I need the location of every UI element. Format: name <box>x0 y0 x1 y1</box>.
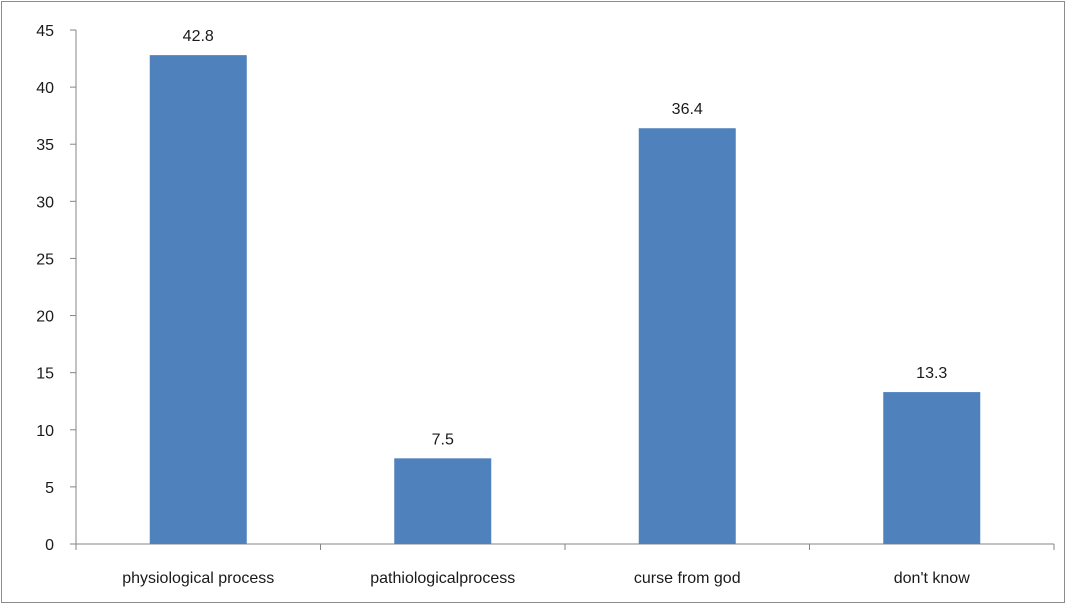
x-category-label: curse from god <box>634 570 741 587</box>
bar <box>883 392 981 544</box>
y-tick-label: 5 <box>45 480 54 497</box>
data-label: 13.3 <box>916 365 947 382</box>
data-label: 36.4 <box>672 101 703 118</box>
y-tick-label: 10 <box>36 423 54 440</box>
bar <box>394 458 492 544</box>
y-tick-label: 35 <box>36 137 54 154</box>
y-tick-label: 15 <box>36 366 54 383</box>
y-tick-label: 45 <box>36 23 54 40</box>
y-tick-label: 30 <box>36 194 54 211</box>
y-tick-label: 0 <box>45 537 54 554</box>
x-category-label: pathiologicalprocess <box>370 570 515 587</box>
labels: 0 5 10 15 20 25 30 35 40 45 42.8 physiological proc… <box>36 23 970 587</box>
bar <box>149 55 247 545</box>
y-tick-label: 40 <box>36 80 54 97</box>
bar <box>638 128 736 544</box>
data-label: 42.8 <box>183 28 214 45</box>
y-tick-label: 20 <box>36 309 54 326</box>
data-label: 7.5 <box>432 431 454 448</box>
bars <box>149 55 981 545</box>
y-tick-label: 25 <box>36 251 54 268</box>
x-category-label: physiological process <box>122 570 274 587</box>
x-category-label: don't know <box>894 570 970 587</box>
